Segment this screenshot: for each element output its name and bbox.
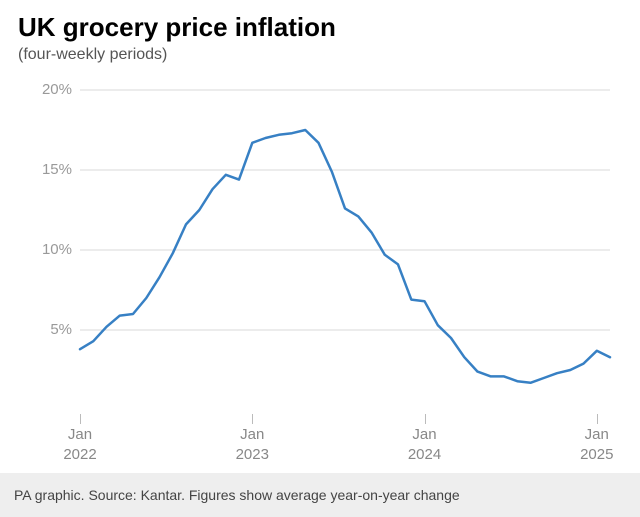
line-chart-svg [0, 70, 640, 470]
x-axis-tick [425, 414, 426, 424]
x-axis-month-label: Jan [68, 426, 92, 443]
x-axis-year-label: 2024 [408, 446, 441, 463]
x-axis-tick [252, 414, 253, 424]
x-axis-month-label: Jan [240, 426, 264, 443]
x-axis-year-label: 2025 [580, 446, 613, 463]
x-axis-tick [80, 414, 81, 424]
x-axis-year-label: 2023 [236, 446, 269, 463]
chart-title: UK grocery price inflation [18, 12, 336, 43]
x-axis-tick [597, 414, 598, 424]
chart-footer: PA graphic. Source: Kantar. Figures show… [0, 473, 640, 517]
x-axis-month-label: Jan [585, 426, 609, 443]
x-axis-year-label: 2022 [63, 446, 96, 463]
y-axis-label: 5% [12, 321, 72, 338]
chart-subtitle: (four-weekly periods) [18, 46, 167, 64]
x-axis-month-label: Jan [412, 426, 436, 443]
inflation-line [80, 130, 610, 383]
y-axis-label: 15% [12, 161, 72, 178]
y-axis-label: 10% [12, 241, 72, 258]
y-axis-label: 20% [12, 81, 72, 98]
chart-area: 5% 10% 15% 20% Jan 2022 Jan 2023 Jan 2024 Jan 2025 [0, 70, 640, 470]
footer-text: PA graphic. Source: Kantar. Figures show… [0, 487, 460, 503]
